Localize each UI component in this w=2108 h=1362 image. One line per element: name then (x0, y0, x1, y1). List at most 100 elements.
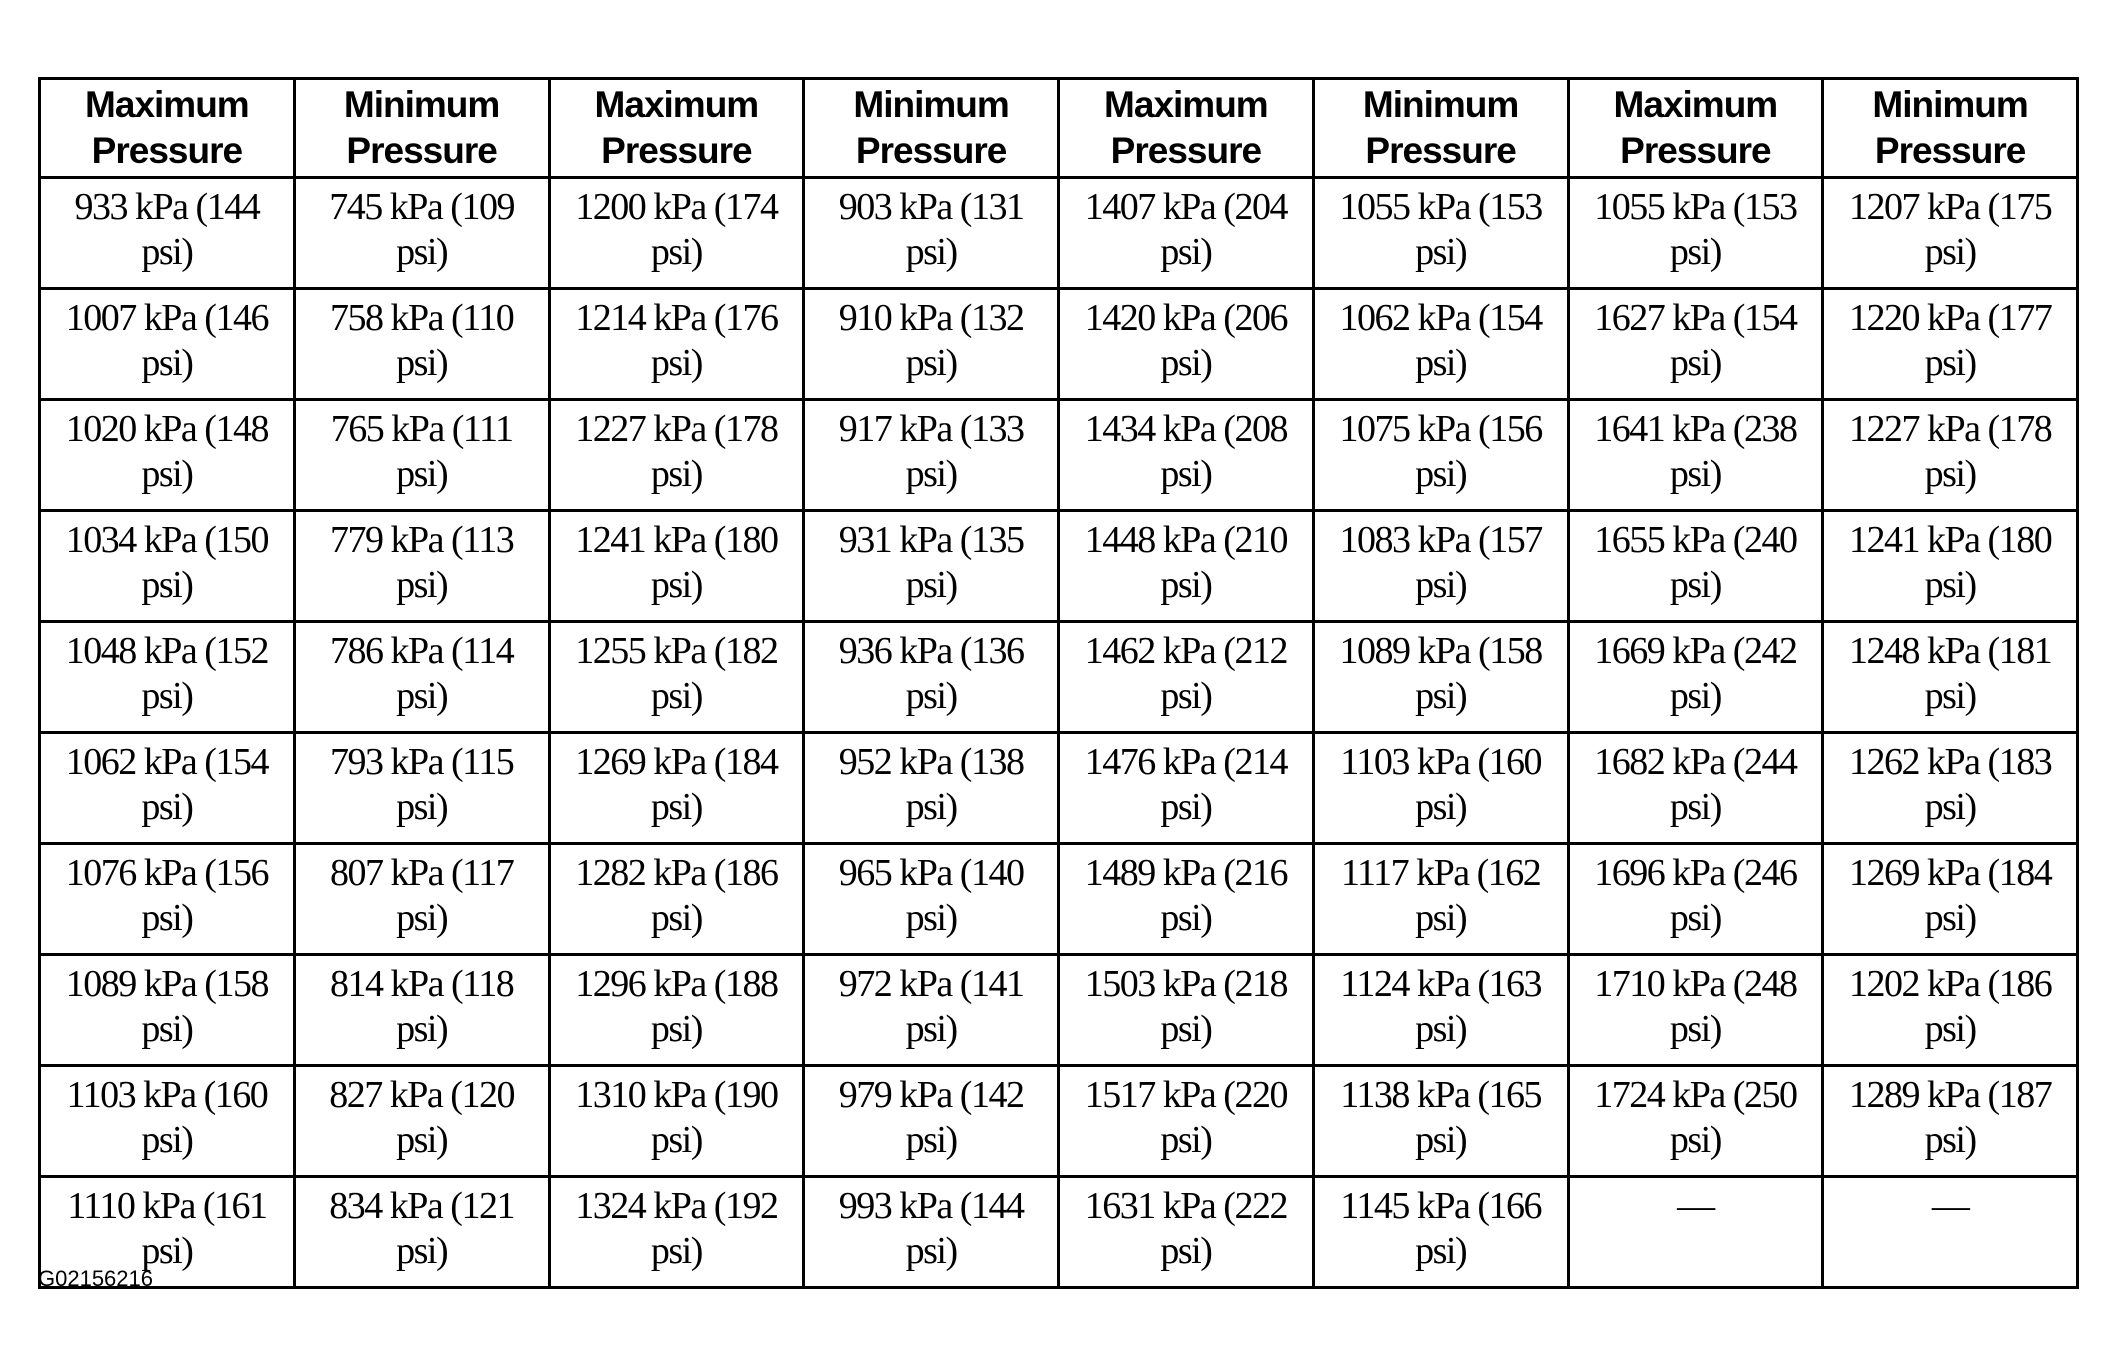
pressure-cell: 1407 kPa (204 psi) (1057, 176, 1315, 290)
pressure-table: Maximum Pressure Minimum Pressure Maximum … (38, 77, 2079, 1289)
pressure-cell: 834 kPa (121 psi) (292, 1175, 551, 1289)
table-row: 1062 kPa (154 psi) 793 kPa (115 psi) 1269 … (38, 731, 2079, 845)
pressure-cell: 917 kPa (133 psi) (802, 398, 1060, 512)
table-row: 1048 kPa (152 psi) 786 kPa (114 psi) 1255 … (38, 620, 2079, 734)
pressure-cell: 1103 kPa (160 psi) (1311, 731, 1570, 845)
pressure-cell: 1083 kPa (157 psi) (1311, 509, 1570, 623)
pressure-cell: 1089 kPa (158 psi) (1311, 620, 1570, 734)
pressure-cell: 814 kPa (118 psi) (292, 953, 551, 1067)
pressure-cell: 786 kPa (114 psi) (292, 620, 551, 734)
pressure-cell: 1241 kPa (180 psi) (1821, 509, 2079, 623)
pressure-cell: 1062 kPa (154 psi) (38, 731, 296, 845)
pressure-cell: — (1566, 1175, 1825, 1289)
pressure-cell: 1138 kPa (165 psi) (1311, 1064, 1570, 1178)
pressure-cell: 1627 kPa (154 psi) (1566, 287, 1825, 401)
maximum-pressure-header: Maximum Pressure (38, 77, 296, 179)
pressure-cell: 1214 kPa (176 psi) (547, 287, 806, 401)
pressure-cell: 1641 kPa (238 psi) (1566, 398, 1825, 512)
pressure-cell: 1310 kPa (190 psi) (547, 1064, 806, 1178)
pressure-cell: 1724 kPa (250 psi) (1566, 1064, 1825, 1178)
pressure-cell: 910 kPa (132 psi) (802, 287, 1060, 401)
pressure-cell: 1227 kPa (178 psi) (1821, 398, 2079, 512)
pressure-cell: 1020 kPa (148 psi) (38, 398, 296, 512)
pressure-cell: 1655 kPa (240 psi) (1566, 509, 1825, 623)
pressure-cell: 1202 kPa (186 psi) (1821, 953, 2079, 1067)
table-row: 1103 kPa (160 psi) 827 kPa (120 psi) 1310 … (38, 1064, 2079, 1178)
pressure-cell: 979 kPa (142 psi) (802, 1064, 1060, 1178)
table-row: 1110 kPa (161 psi) 834 kPa (121 psi) 1324 … (38, 1175, 2079, 1289)
pressure-cell: 972 kPa (141 psi) (802, 953, 1060, 1067)
pressure-cell: 1062 kPa (154 psi) (1311, 287, 1570, 401)
pressure-cell: 1296 kPa (188 psi) (547, 953, 806, 1067)
table-row: 1089 kPa (158 psi) 814 kPa (118 psi) 1296 … (38, 953, 2079, 1067)
pressure-cell: 1089 kPa (158 psi) (38, 953, 296, 1067)
pressure-cell: 1269 kPa (184 psi) (1821, 842, 2079, 956)
pressure-cell: 1517 kPa (220 psi) (1057, 1064, 1315, 1178)
pressure-cell: 1227 kPa (178 psi) (547, 398, 806, 512)
table-row: 933 kPa (144 psi) 745 kPa (109 psi) 1200 k… (38, 176, 2079, 290)
pressure-cell: 779 kPa (113 psi) (292, 509, 551, 623)
pressure-cell: 1489 kPa (216 psi) (1057, 842, 1315, 956)
pressure-cell: 827 kPa (120 psi) (292, 1064, 551, 1178)
pressure-cell: 1110 kPa (161 psi) (38, 1175, 296, 1289)
pressure-cell: 765 kPa (111 psi) (292, 398, 551, 512)
pressure-cell: 1034 kPa (150 psi) (38, 509, 296, 623)
pressure-cell: 933 kPa (144 psi) (38, 176, 296, 290)
table-row: 1007 kPa (146 psi) 758 kPa (110 psi) 1214 … (38, 287, 2079, 401)
pressure-cell: 793 kPa (115 psi) (292, 731, 551, 845)
pressure-cell: 1289 kPa (187 psi) (1821, 1064, 2079, 1178)
pressure-cell: 1262 kPa (183 psi) (1821, 731, 2079, 845)
pressure-cell: 903 kPa (131 psi) (802, 176, 1060, 290)
table-row: 1020 kPa (148 psi) 765 kPa (111 psi) 1227 … (38, 398, 2079, 512)
pressure-cell: 1055 kPa (153 psi) (1311, 176, 1570, 290)
pressure-cell: 1007 kPa (146 psi) (38, 287, 296, 401)
pressure-cell: 1420 kPa (206 psi) (1057, 287, 1315, 401)
figure-id: G02156216 (38, 1266, 153, 1291)
pressure-cell: — (1821, 1175, 2079, 1289)
pressure-cell: 1076 kPa (156 psi) (38, 842, 296, 956)
pressure-cell: 1207 kPa (175 psi) (1821, 176, 2079, 290)
pressure-cell: 1145 kPa (166 psi) (1311, 1175, 1570, 1289)
pressure-cell: 1124 kPa (163 psi) (1311, 953, 1570, 1067)
pressure-cell: 1631 kPa (222 psi) (1057, 1175, 1315, 1289)
pressure-cell: 1324 kPa (192 psi) (547, 1175, 806, 1289)
pressure-cell: 931 kPa (135 psi) (802, 509, 1060, 623)
pressure-cell: 1448 kPa (210 psi) (1057, 509, 1315, 623)
pressure-cell: 1710 kPa (248 psi) (1566, 953, 1825, 1067)
pressure-cell: 1075 kPa (156 psi) (1311, 398, 1570, 512)
pressure-cell: 993 kPa (144 psi) (802, 1175, 1060, 1289)
minimum-pressure-header: Minimum Pressure (1311, 77, 1570, 179)
pressure-cell: 745 kPa (109 psi) (292, 176, 551, 290)
pressure-cell: 1434 kPa (208 psi) (1057, 398, 1315, 512)
pressure-cell: 1669 kPa (242 psi) (1566, 620, 1825, 734)
maximum-pressure-header: Maximum Pressure (547, 77, 806, 179)
maximum-pressure-header: Maximum Pressure (1566, 77, 1825, 179)
pressure-cell: 1055 kPa (153 psi) (1566, 176, 1825, 290)
pressure-cell: 1696 kPa (246 psi) (1566, 842, 1825, 956)
pressure-cell: 807 kPa (117 psi) (292, 842, 551, 956)
pressure-cell: 758 kPa (110 psi) (292, 287, 551, 401)
pressure-cell: 1282 kPa (186 psi) (547, 842, 806, 956)
pressure-cell: 1200 kPa (174 psi) (547, 176, 806, 290)
pressure-cell: 965 kPa (140 psi) (802, 842, 1060, 956)
pressure-cell: 1269 kPa (184 psi) (547, 731, 806, 845)
minimum-pressure-header: Minimum Pressure (802, 77, 1060, 179)
pressure-cell: 1241 kPa (180 psi) (547, 509, 806, 623)
pressure-cell: 1248 kPa (181 psi) (1821, 620, 2079, 734)
pressure-cell: 1117 kPa (162 psi) (1311, 842, 1570, 956)
pressure-cell: 1682 kPa (244 psi) (1566, 731, 1825, 845)
table-row: 1076 kPa (156 psi) 807 kPa (117 psi) 1282 … (38, 842, 2079, 956)
minimum-pressure-header: Minimum Pressure (292, 77, 551, 179)
pressure-cell: 1103 kPa (160 psi) (38, 1064, 296, 1178)
minimum-pressure-header: Minimum Pressure (1821, 77, 2079, 179)
pressure-cell: 1220 kPa (177 psi) (1821, 287, 2079, 401)
pressure-cell: 1255 kPa (182 psi) (547, 620, 806, 734)
pressure-cell: 1462 kPa (212 psi) (1057, 620, 1315, 734)
table-row: 1034 kPa (150 psi) 779 kPa (113 psi) 1241 … (38, 509, 2079, 623)
pressure-cell: 952 kPa (138 psi) (802, 731, 1060, 845)
pressure-cell: 1048 kPa (152 psi) (38, 620, 296, 734)
pressure-cell: 1503 kPa (218 psi) (1057, 953, 1315, 1067)
pressure-cell: 936 kPa (136 psi) (802, 620, 1060, 734)
maximum-pressure-header: Maximum Pressure (1057, 77, 1315, 179)
header-row: Maximum Pressure Minimum Pressure Maximum … (38, 77, 2079, 179)
